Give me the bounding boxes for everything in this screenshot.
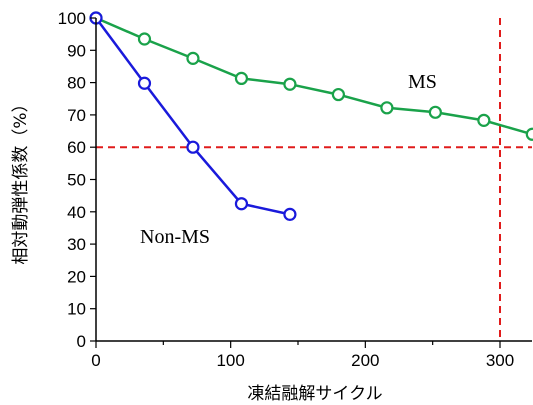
y-axis-title: 相対動弾性係数（%） xyxy=(11,95,31,264)
x-tick-label: 200 xyxy=(351,351,379,370)
series-layer xyxy=(89,11,533,221)
y-tick-label: 30 xyxy=(67,235,86,254)
data-point-ms xyxy=(428,105,442,119)
x-tick-label: 0 xyxy=(91,351,100,370)
data-point-ms xyxy=(283,77,297,91)
data-point-non-ms xyxy=(234,197,249,211)
y-tick-label: 50 xyxy=(67,171,86,190)
data-point-ms xyxy=(137,32,152,46)
y-tick-label: 90 xyxy=(67,41,86,60)
data-point-non-ms xyxy=(186,140,200,154)
data-point-ms xyxy=(525,127,533,141)
labels: 凍結融解サイクル 相対動弾性係数（%） MS Non-MS xyxy=(11,71,437,404)
data-point-ms xyxy=(331,87,345,102)
series-label-ms: MS xyxy=(408,71,437,93)
y-tick-label: 100 xyxy=(58,9,86,28)
data-point-ms xyxy=(477,113,491,127)
data-point-ms xyxy=(186,51,200,65)
x-tick-label: 300 xyxy=(486,351,514,370)
series-label-non-ms: Non-MS xyxy=(140,226,210,248)
y-tick-label: 40 xyxy=(67,203,86,222)
axes: 0 10 20 30 40 50 60 70 80 90 100 0 100 200 300 xyxy=(58,9,532,370)
data-point-non-ms xyxy=(283,207,297,221)
x-tick-label: 100 xyxy=(216,351,244,370)
series-line-ms xyxy=(95,16,533,136)
y-tick-label: 20 xyxy=(67,267,86,286)
data-point-ms xyxy=(380,101,394,115)
data-point-ms xyxy=(234,71,249,86)
y-tick-label: 70 xyxy=(67,106,86,125)
y-tick-label: 10 xyxy=(67,300,86,319)
y-tick-label: 60 xyxy=(67,138,86,157)
reference-lines xyxy=(96,18,532,341)
series-line-non-ms xyxy=(94,17,291,216)
y-tick-label: 80 xyxy=(67,74,86,93)
data-point-non-ms xyxy=(137,76,152,90)
x-axis-title: 凍結融解サイクル xyxy=(247,384,382,404)
y-tick-label: 0 xyxy=(77,332,86,351)
